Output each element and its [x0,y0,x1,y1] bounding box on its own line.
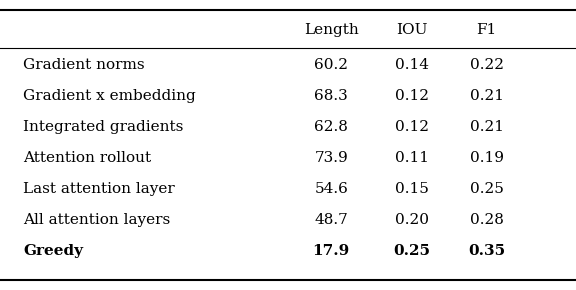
Text: 0.21: 0.21 [469,120,504,134]
Text: 0.22: 0.22 [469,58,504,72]
Text: 0.12: 0.12 [395,89,429,103]
Text: 0.11: 0.11 [395,151,429,165]
Text: 68.3: 68.3 [314,89,348,103]
Text: Gradient x embedding: Gradient x embedding [23,89,196,103]
Text: IOU: IOU [396,23,427,37]
Text: 0.15: 0.15 [395,182,429,196]
Text: 0.21: 0.21 [469,89,504,103]
Text: 0.25: 0.25 [393,244,430,258]
Text: Gradient norms: Gradient norms [23,58,145,72]
Text: Greedy: Greedy [23,244,83,258]
Text: 0.25: 0.25 [470,182,503,196]
Text: Integrated gradients: Integrated gradients [23,120,183,134]
Text: All attention layers: All attention layers [23,213,170,227]
Text: 17.9: 17.9 [313,244,350,258]
Text: 0.12: 0.12 [395,120,429,134]
Text: 73.9: 73.9 [314,151,348,165]
Text: 0.28: 0.28 [470,213,503,227]
Text: 48.7: 48.7 [314,213,348,227]
Text: 0.20: 0.20 [395,213,429,227]
Text: Length: Length [304,23,359,37]
Text: F1: F1 [476,23,497,37]
Text: Last attention layer: Last attention layer [23,182,175,196]
Text: Attention rollout: Attention rollout [23,151,151,165]
Text: 60.2: 60.2 [314,58,348,72]
Text: 0.14: 0.14 [395,58,429,72]
Text: 0.19: 0.19 [469,151,504,165]
Text: 54.6: 54.6 [314,182,348,196]
Text: 62.8: 62.8 [314,120,348,134]
Text: 0.35: 0.35 [468,244,505,258]
